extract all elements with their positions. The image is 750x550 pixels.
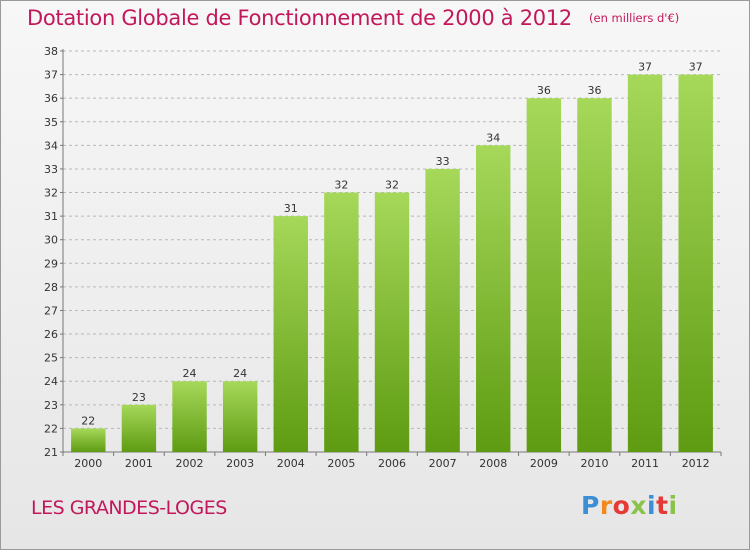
- bars: [71, 74, 713, 453]
- logo-letter: x: [630, 491, 647, 520]
- bar: [425, 168, 460, 453]
- data-label: 24: [183, 367, 197, 380]
- bar: [71, 428, 106, 452]
- x-tick-label: 2002: [176, 457, 204, 470]
- y-tick-label: 29: [44, 257, 58, 270]
- commune-name: LES GRANDES-LOGES: [31, 497, 227, 519]
- logo-letter: P: [581, 491, 600, 520]
- bar: [121, 404, 157, 452]
- data-label: 34: [486, 131, 500, 144]
- x-tick-label: 2012: [682, 457, 710, 470]
- bar: [577, 98, 612, 453]
- bar: [476, 145, 511, 452]
- y-tick-label: 21: [44, 446, 58, 459]
- logo-letter: r: [599, 491, 613, 520]
- logo-letter: i: [668, 491, 678, 520]
- y-tick-label: 24: [44, 375, 58, 388]
- data-label: 32: [385, 179, 399, 192]
- logo-letter: o: [612, 491, 631, 520]
- bar: [678, 74, 713, 453]
- y-tick-label: 28: [44, 281, 58, 294]
- y-tick-label: 26: [44, 328, 58, 341]
- data-label: 36: [587, 84, 601, 97]
- y-tick-label: 31: [44, 210, 58, 223]
- y-tick-label: 38: [44, 45, 58, 58]
- logo-letter: t: [656, 491, 669, 520]
- bar: [222, 381, 258, 452]
- y-tick-label: 37: [44, 69, 58, 82]
- chart-subtitle: (en milliers d'€): [589, 11, 680, 25]
- x-tick-label: 2000: [74, 457, 102, 470]
- data-labels: 22 23 24 24 31 32 32 33 34 36 36 37 37: [81, 61, 702, 428]
- bar: [526, 98, 562, 453]
- bar: [172, 381, 207, 452]
- y-tick-label: 27: [44, 304, 58, 317]
- x-tick-label: 2009: [530, 457, 558, 470]
- data-label: 37: [638, 61, 652, 74]
- y-tick-label: 23: [44, 399, 58, 412]
- y-tick-label: 25: [44, 352, 58, 365]
- y-tick-label: 32: [44, 187, 58, 200]
- title-block: Dotation Globale de Fonctionnement de 20…: [27, 6, 679, 30]
- data-label: 37: [689, 61, 703, 74]
- y-tick-label: 22: [44, 422, 58, 435]
- y-tick-label: 33: [44, 163, 58, 176]
- x-tick-label: 2004: [277, 457, 305, 470]
- logo-letter: i: [647, 491, 657, 520]
- data-label: 24: [233, 367, 247, 380]
- x-tick-label: 2010: [580, 457, 608, 470]
- bar: [627, 74, 663, 453]
- x-tick-label: 2006: [378, 457, 406, 470]
- x-tick-label: 2001: [125, 457, 153, 470]
- chart-title: Dotation Globale de Fonctionnement de 20…: [27, 6, 572, 30]
- data-label: 31: [284, 202, 298, 215]
- x-tick-label: 2003: [226, 457, 254, 470]
- data-label: 22: [81, 414, 95, 427]
- x-tick-label: 2007: [429, 457, 457, 470]
- data-label: 23: [132, 391, 146, 404]
- y-tick-label: 36: [44, 92, 58, 105]
- data-label: 32: [334, 179, 348, 192]
- axes: 21 22 23 24 25 26 27 28 29 30 31 32 33 34 35 36 37 38 2000…: [44, 45, 722, 470]
- y-tick-label: 30: [44, 234, 58, 247]
- y-tick-label: 34: [44, 139, 58, 152]
- data-label: 36: [537, 84, 551, 97]
- y-tick-label: 35: [44, 116, 58, 129]
- x-tick-label: 2005: [327, 457, 355, 470]
- proxiti-logo[interactable]: Proxiti: [581, 491, 678, 520]
- data-label: 33: [436, 155, 450, 168]
- x-tick-label: 2008: [479, 457, 507, 470]
- bar: [324, 192, 359, 452]
- bar: [374, 192, 410, 452]
- x-tick-label: 2011: [631, 457, 659, 470]
- bar: [273, 216, 308, 452]
